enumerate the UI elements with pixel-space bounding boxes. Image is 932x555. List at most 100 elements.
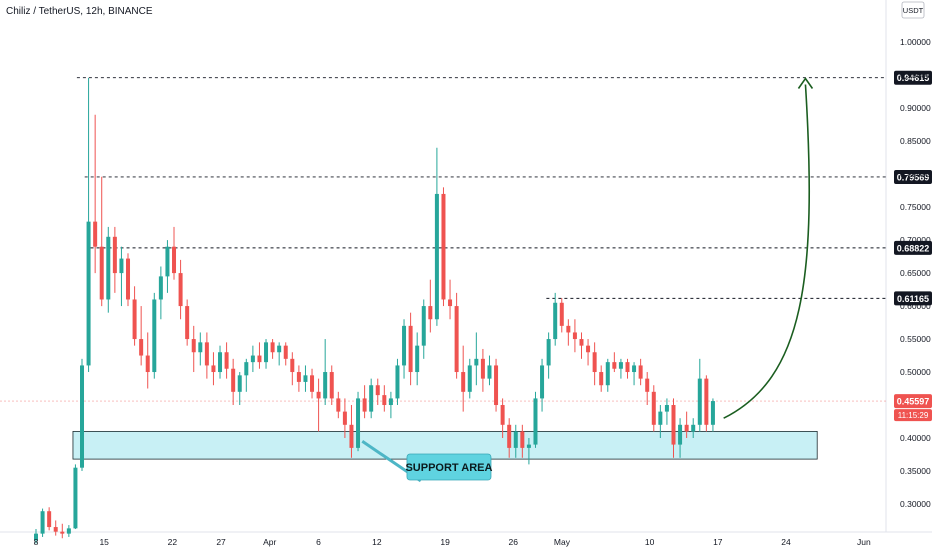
candle-body	[277, 345, 282, 353]
candle-body	[566, 325, 571, 333]
countdown-label: 11:15:29	[898, 411, 929, 420]
candle-body	[106, 236, 111, 300]
candle-body	[99, 246, 104, 300]
candle-body	[270, 342, 275, 353]
candle-body	[303, 375, 308, 382]
level-tag-box	[894, 291, 932, 306]
level-tag-box	[894, 70, 932, 85]
support-label: SUPPORT AREA	[405, 462, 492, 474]
candle-body	[152, 299, 157, 373]
candle-body	[47, 511, 52, 528]
candle-body	[112, 236, 117, 274]
candle-body	[198, 342, 203, 353]
candle-body	[296, 372, 301, 382]
candle-body	[691, 424, 696, 432]
candle-body	[500, 405, 505, 425]
price-tick-label: 0.65000	[900, 268, 931, 278]
price-tick-label: 0.55000	[900, 334, 931, 344]
candle-body	[53, 527, 58, 532]
projection-arrow	[723, 84, 811, 419]
time-tick-label: 12	[372, 537, 382, 547]
candle-body	[395, 365, 400, 399]
time-tick-label: Apr	[263, 537, 276, 547]
candle-body	[264, 342, 269, 363]
candle-body	[172, 246, 177, 274]
price-tick-label: 1.00000	[900, 37, 931, 47]
candle-body	[533, 398, 538, 445]
candle-body	[211, 365, 216, 373]
candle-body	[632, 365, 637, 373]
support-callout-box	[406, 453, 492, 481]
candle-body	[349, 424, 354, 448]
candle-body	[671, 405, 676, 445]
candle-body	[480, 358, 485, 379]
candle-body	[559, 302, 564, 326]
time-axis[interactable]: 8 15 22 27 Apr 6 12 19 26 May 10 17 24 Jun	[34, 537, 871, 547]
time-tick-label: May	[554, 537, 571, 547]
candle-body	[375, 385, 380, 396]
candle-body	[678, 424, 683, 445]
price-tag-box	[894, 394, 932, 409]
price-tick-label: 0.90000	[900, 103, 931, 113]
candle-body	[513, 431, 518, 448]
price-tick-label: 0.70000	[900, 235, 931, 245]
candle-body	[540, 365, 545, 399]
candle-body	[40, 511, 45, 534]
projection-arrowhead	[797, 77, 814, 89]
candle-body	[704, 378, 709, 425]
level-tag-label: 0.79569	[897, 172, 930, 182]
time-tick-label: 8	[34, 537, 39, 547]
time-tick-label: 27	[216, 537, 226, 547]
candle-body	[178, 273, 183, 307]
level-tag-label: 0.94615	[897, 73, 930, 83]
candle-body	[132, 299, 137, 340]
candle-body	[218, 352, 223, 373]
candle-body	[507, 424, 512, 448]
candle-body	[336, 398, 341, 412]
price-axis[interactable]: 1.00000 0.95000 0.90000 0.85000 0.80000 0.750…	[894, 1, 932, 509]
candle-body	[250, 355, 255, 363]
annotation-layer: SUPPORT AREA	[361, 77, 814, 483]
candle-body	[526, 444, 531, 448]
candle-body	[329, 372, 334, 399]
candle-body	[421, 306, 426, 346]
candle-layer[interactable]	[34, 77, 715, 544]
candle-body	[572, 332, 577, 340]
price-tick-label: 0.85000	[900, 136, 931, 146]
candle-body	[290, 358, 295, 373]
candle-body	[342, 411, 347, 425]
candle-body	[224, 352, 229, 369]
time-tick-label: 10	[645, 537, 655, 547]
candle-body	[684, 424, 689, 432]
candle-body	[697, 378, 702, 425]
time-tick-label: 17	[713, 537, 723, 547]
time-tick-label: 15	[99, 537, 109, 547]
level-tag-label: 0.68822	[897, 243, 930, 253]
candle-body	[605, 362, 610, 386]
level-tag-box	[894, 169, 932, 184]
price-tick-label: 0.30000	[900, 499, 931, 509]
candle-body	[592, 352, 597, 373]
candle-body	[461, 372, 466, 392]
candle-body	[454, 306, 459, 373]
candle-body	[467, 365, 472, 392]
candle-body	[625, 362, 630, 373]
candle-body	[237, 375, 242, 392]
candle-body	[66, 528, 71, 534]
candle-body	[119, 258, 124, 274]
time-tick-label: 6	[316, 537, 321, 547]
candle-body	[382, 395, 387, 406]
candle-body	[73, 467, 78, 529]
time-tick-label: 26	[509, 537, 519, 547]
candle-body	[487, 365, 492, 379]
candle-body	[34, 533, 38, 541]
price-tick-label: 0.35000	[900, 466, 931, 476]
candle-body	[126, 258, 131, 300]
candle-body	[448, 299, 453, 307]
candle-body	[408, 325, 413, 373]
candle-body	[415, 345, 420, 373]
candle-body	[474, 358, 479, 366]
price-tick-label: 0.40000	[900, 433, 931, 443]
